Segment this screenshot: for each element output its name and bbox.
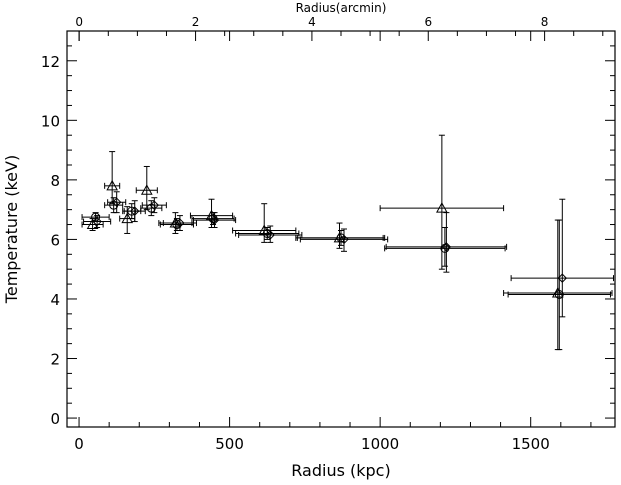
- data-point-diamond: [141, 197, 167, 214]
- triangle-marker: [436, 202, 448, 213]
- diamond-marker: [209, 215, 220, 225]
- data-point-diamond: [123, 200, 146, 223]
- data-point-diamond: [385, 212, 508, 273]
- triangle-marker: [140, 184, 153, 195]
- triangle-marker: [121, 212, 134, 224]
- data-point-circle: [140, 200, 163, 217]
- x-tick-label: 1500: [512, 435, 550, 453]
- diamond-marker: [149, 200, 160, 210]
- data-point-circle: [81, 212, 110, 223]
- x-axis-title: Radius (kpc): [291, 461, 390, 480]
- triangle-marker: [551, 286, 564, 298]
- circle-marker: [262, 228, 272, 238]
- x-tick-label: 1000: [361, 435, 399, 453]
- x2-tick-label: 0: [75, 15, 83, 29]
- axis-tick-labels: 0 500 1000 1500 0 2 4 6 8 0 2 4 6 8 10 12: [41, 15, 550, 453]
- data-point-diamond: [107, 191, 127, 214]
- x-tick-label: 0: [74, 435, 84, 453]
- y-tick-label: 8: [50, 172, 60, 190]
- diamond-marker: [557, 273, 568, 283]
- y-tick-label: 4: [50, 291, 60, 309]
- diamond-marker: [130, 206, 140, 216]
- y-tick-label: 6: [50, 231, 60, 249]
- y-tick-label: 10: [41, 112, 60, 130]
- data-point-diamond: [83, 215, 112, 229]
- data-point-diamond: [510, 198, 614, 318]
- x2-tick-label: 8: [541, 15, 549, 29]
- triangle-marker: [106, 179, 119, 191]
- y-tick-label: 12: [41, 53, 60, 71]
- data-marks: [81, 134, 614, 351]
- top-axis-title: Radius(arcmin): [296, 1, 387, 15]
- diamond-marker: [339, 234, 349, 245]
- data-point-diamond: [192, 212, 237, 229]
- plot-frame: [66, 30, 616, 428]
- data-point-circle: [507, 219, 611, 351]
- y-axis-title: Temperature (keV): [2, 155, 21, 304]
- diamond-marker: [92, 216, 102, 227]
- x2-tick-label: 6: [424, 15, 432, 29]
- y-tick-label: 0: [50, 410, 60, 428]
- data-point-triangle: [104, 151, 121, 205]
- y-tick-label: 2: [50, 351, 60, 369]
- diamond-marker: [441, 242, 452, 252]
- data-point-triangle: [379, 134, 505, 270]
- data-point-triangle: [295, 222, 384, 249]
- diamond-marker: [175, 218, 185, 228]
- x2-tick-label: 4: [308, 15, 316, 29]
- x-tick-label: 500: [215, 435, 244, 453]
- diamond-marker: [265, 230, 275, 240]
- axis-ticks: [67, 31, 615, 427]
- data-point-diamond: [162, 215, 197, 231]
- data-point-triangle: [503, 219, 613, 351]
- data-point-diamond: [238, 225, 303, 243]
- data-point-triangle: [189, 198, 234, 229]
- diamond-marker: [111, 197, 122, 207]
- data-point-diamond: [299, 228, 389, 252]
- data-point-triangle: [232, 203, 297, 243]
- x2-tick-label: 2: [192, 15, 200, 29]
